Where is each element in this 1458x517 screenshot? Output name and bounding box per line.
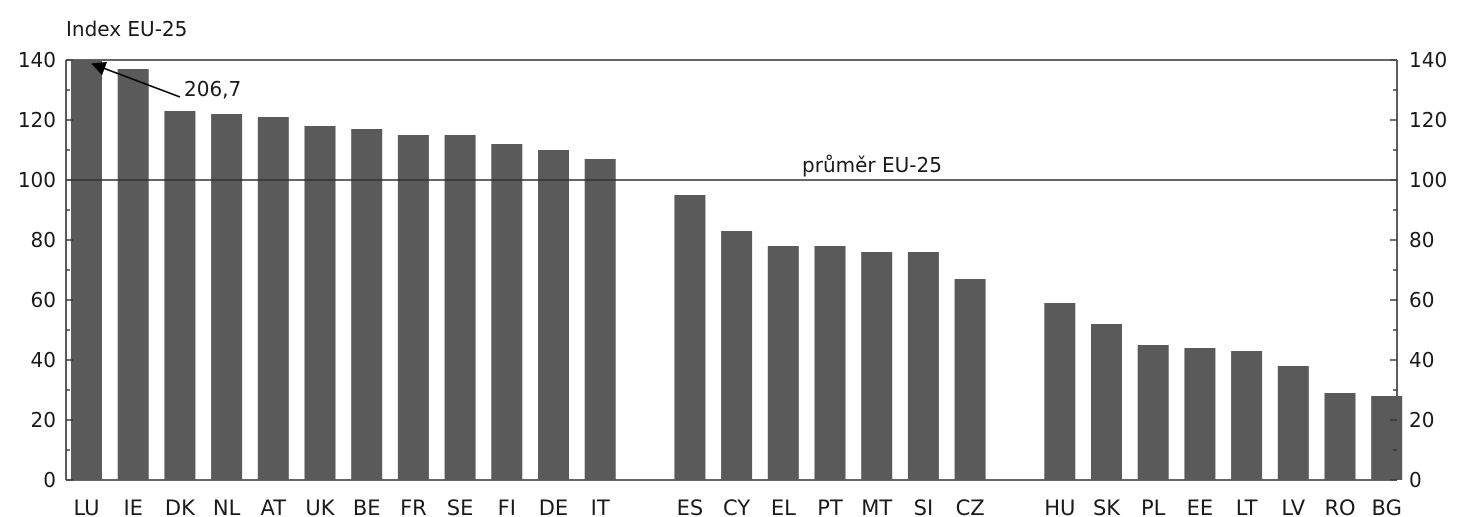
x-tick-label: LT xyxy=(1236,496,1258,517)
x-tick-label: SE xyxy=(447,496,474,517)
y-tick-label-left: 140 xyxy=(18,48,56,72)
y-tick-label-left: 100 xyxy=(18,168,56,192)
x-tick-label: FR xyxy=(400,496,427,517)
x-tick-label: EL xyxy=(771,496,796,517)
y-tick-label-right: 0 xyxy=(1409,468,1422,492)
y-tick-label-left: 40 xyxy=(31,348,56,372)
x-tick-label: DK xyxy=(165,496,196,517)
bar-pt xyxy=(814,246,846,480)
x-tick-label: ES xyxy=(677,496,704,517)
x-tick-label: MT xyxy=(861,496,892,517)
y-axis-title: Index EU-25 xyxy=(66,17,187,41)
x-tick-label: PL xyxy=(1141,496,1166,517)
bar-cz xyxy=(954,279,986,480)
bar-nl xyxy=(211,114,243,480)
y-tick-label-left: 120 xyxy=(18,108,56,132)
bar-ie xyxy=(117,69,149,480)
bar-pl xyxy=(1137,345,1169,480)
bar-ro xyxy=(1324,393,1356,480)
bar-at xyxy=(257,117,289,480)
x-tick-label: DE xyxy=(539,496,568,517)
bar-fi xyxy=(491,144,523,480)
bar-dk xyxy=(164,111,196,480)
bar-cy xyxy=(721,231,753,480)
y-tick-label-right: 40 xyxy=(1409,348,1434,372)
x-tick-label: IT xyxy=(591,496,610,517)
x-tick-label: PT xyxy=(817,496,843,517)
bar-hu xyxy=(1044,303,1076,480)
x-tick-label: RO xyxy=(1324,496,1355,517)
bar-es xyxy=(674,195,706,480)
x-tick-label: LV xyxy=(1281,496,1305,517)
y-tick-label-left: 80 xyxy=(31,228,56,252)
x-tick-label: SK xyxy=(1093,496,1121,517)
bar-sk xyxy=(1091,324,1122,480)
bar-uk xyxy=(304,126,336,480)
x-tick-label: NL xyxy=(213,496,241,517)
y-tick-label-right: 100 xyxy=(1409,168,1447,192)
x-tick-label: CZ xyxy=(956,496,985,517)
bar-se xyxy=(444,135,476,480)
annotation-label: 206,7 xyxy=(184,77,241,101)
bar-ee xyxy=(1184,348,1216,480)
bar-el xyxy=(767,246,799,480)
x-tick-label: HU xyxy=(1044,496,1075,517)
x-tick-label: BG xyxy=(1372,496,1402,517)
y-tick-label-right: 80 xyxy=(1409,228,1434,252)
y-tick-label-right: 20 xyxy=(1409,408,1434,432)
y-tick-label-left: 60 xyxy=(31,288,56,312)
x-tick-label: FI xyxy=(498,496,516,517)
x-tick-label: SI xyxy=(914,496,934,517)
x-tick-label: BE xyxy=(353,496,381,517)
bar-lu xyxy=(71,60,102,480)
bar-fr xyxy=(397,135,429,480)
bar-de xyxy=(538,150,569,480)
x-tick-label: IE xyxy=(123,496,142,517)
bar-lt xyxy=(1231,351,1263,480)
x-tick-label: EE xyxy=(1187,496,1214,517)
y-tick-label-right: 140 xyxy=(1409,48,1447,72)
bar-si xyxy=(907,252,939,480)
y-tick-label-left: 20 xyxy=(31,408,56,432)
reference-line-label: průměr EU-25 xyxy=(802,153,942,177)
category-labels-layer: LU IE DK NL AT UK BE FR SE FI DE IT ES CY EL PT MT SI CZ HU… xyxy=(73,496,1401,517)
bar-it xyxy=(584,159,616,480)
x-tick-label: LU xyxy=(73,496,99,517)
bar-bg xyxy=(1371,396,1403,480)
bar-lv xyxy=(1277,366,1309,480)
x-tick-label: CY xyxy=(723,496,750,517)
bars-layer xyxy=(71,60,1403,480)
x-tick-label: UK xyxy=(305,496,335,517)
annotation-arrow xyxy=(91,61,181,98)
bar-mt xyxy=(861,252,893,480)
y-tick-label-right: 60 xyxy=(1409,288,1434,312)
bar-be xyxy=(351,129,383,480)
y-tick-label-left: 0 xyxy=(43,468,56,492)
x-tick-label: AT xyxy=(261,496,287,517)
y-tick-label-right: 120 xyxy=(1409,108,1447,132)
ticks-layer: 0 0 20 20 40 40 60 60 80 80 100 100 120 120 140 140 xyxy=(18,48,1447,492)
